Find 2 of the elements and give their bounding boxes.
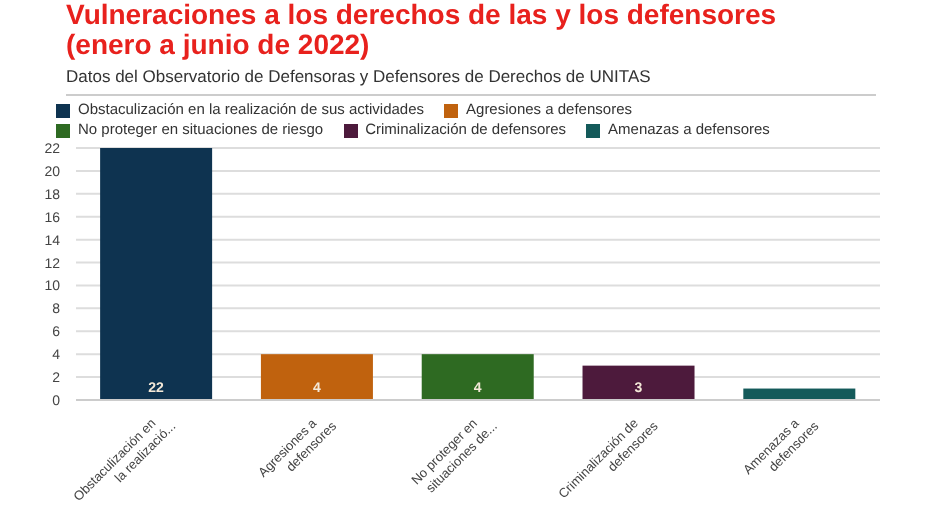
chart-title: Vulneraciones a los derechos de las y los defensores (enero a junio de 2022) [66,0,779,60]
chart-subtitle: Datos del Observatorio de Defensoras y Defensores de Derechos de UNITAS [66,66,876,96]
